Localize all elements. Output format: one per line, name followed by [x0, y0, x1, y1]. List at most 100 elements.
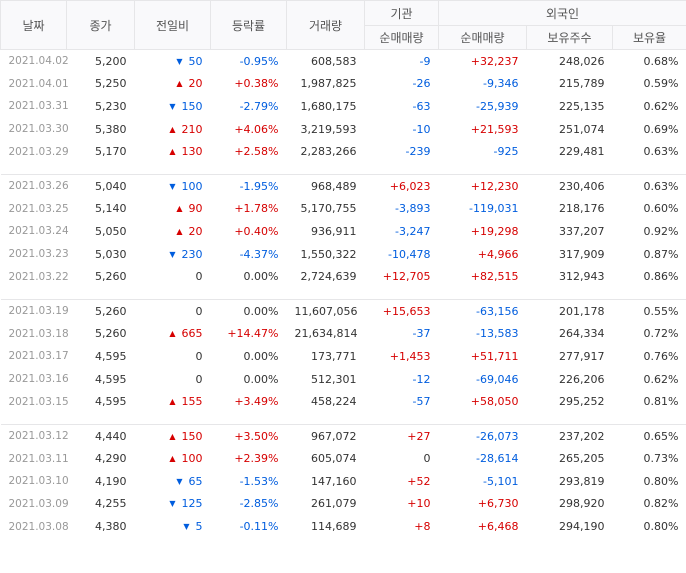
- volume-cell: 114,689: [311, 520, 357, 534]
- foreign-net-cell: +58,050: [470, 395, 519, 409]
- close-cell: 5,230: [95, 99, 127, 113]
- foreign-net-cell: -69,046: [476, 372, 519, 386]
- change-cell: 0: [134, 298, 211, 323]
- holdings-cell: 218,176: [559, 202, 605, 216]
- date-cell: 2021.03.31: [8, 100, 69, 113]
- holdings-cell: 337,207: [559, 224, 605, 238]
- date-cell: 2021.03.19: [0, 298, 69, 323]
- triangle-up-icon: ▲: [176, 226, 183, 236]
- change-cell: ▼ 5: [135, 515, 211, 538]
- inst-net-cell: +10: [407, 497, 431, 511]
- date-cell: 2021.03.10: [8, 475, 69, 488]
- volume-cell: 608,583: [311, 54, 357, 68]
- change-value: 155: [181, 395, 203, 409]
- rate-cell: -2.85%: [239, 497, 279, 511]
- volume-cell: 1,680,175: [300, 99, 357, 113]
- change-cell: ▼ 150: [135, 95, 211, 118]
- volume-cell: 512,301: [311, 372, 357, 386]
- rate-cell: 0.00%: [243, 270, 279, 284]
- date-cell: 2021.03.15: [8, 395, 69, 408]
- change-value: 0: [195, 372, 203, 386]
- rate-cell: +2.39%: [234, 452, 279, 466]
- triangle-up-icon: ▲: [169, 329, 176, 339]
- date-cell: 2021.03.24: [8, 225, 69, 238]
- table-row: 2021.03.17 4,595 0 0.00% 173,771 +1,453 +51,71…: [1, 345, 686, 368]
- inst-net-cell: -10: [412, 122, 431, 136]
- change-cell: 0: [135, 345, 211, 368]
- volume-cell: 3,219,593: [300, 122, 357, 136]
- close-cell: 4,380: [95, 520, 127, 534]
- triangle-down-icon: ▼: [169, 249, 176, 259]
- table-row: 2021.03.15 4,595 ▲ 155 +3.49% 458,224 -57 +58,0…: [1, 390, 686, 413]
- rate-cell: 0.00%: [243, 349, 279, 363]
- holdings-cell: 295,252: [559, 395, 605, 409]
- triangle-down-icon: ▼: [169, 499, 176, 509]
- change-value: 20: [188, 224, 203, 238]
- triangle-down-icon: ▼: [176, 56, 183, 66]
- holding-rate-cell: 0.62%: [643, 99, 679, 113]
- header-rate: 등락률: [210, 0, 287, 50]
- date-cell: 2021.03.25: [8, 202, 69, 215]
- change-cell: ▲ 130: [135, 140, 211, 163]
- foreign-net-cell: -5,101: [483, 474, 519, 488]
- holdings-cell: 225,135: [559, 99, 605, 113]
- close-cell: 5,170: [95, 145, 127, 159]
- table-row: 2021.03.09 4,255 ▼ 125 -2.85% 261,079 +10 +6,73…: [1, 493, 686, 516]
- header-holding-rate: 보유율: [612, 25, 686, 50]
- holdings-cell: 264,334: [559, 327, 605, 341]
- volume-cell: 2,283,266: [300, 145, 357, 159]
- change-cell: 0: [135, 265, 211, 288]
- triangle-down-icon: ▼: [183, 522, 190, 532]
- change-cell: 0: [135, 368, 211, 391]
- date-cell: 2021.03.16: [8, 373, 69, 386]
- change-cell: ▼ 125: [135, 493, 211, 516]
- header-change: 전일비: [134, 0, 211, 50]
- holdings-cell: 237,202: [526, 423, 613, 448]
- date-cell: 2021.03.26: [0, 173, 69, 198]
- holding-rate-cell: 0.82%: [643, 497, 679, 511]
- holding-rate-cell: 0.80%: [643, 474, 679, 488]
- table-row: 2021.03.22 5,260 0 0.00% 2,724,639 +12,705 +82…: [1, 265, 686, 288]
- holdings-cell: 251,074: [559, 122, 605, 136]
- triangle-up-icon: ▲: [169, 431, 176, 441]
- rate-cell: -1.53%: [239, 474, 279, 488]
- table-row: 2021.03.18 5,260 ▲ 665 +14.47% 21,634,814 -37 -…: [1, 323, 686, 346]
- close-cell: 4,440: [66, 423, 135, 448]
- close-cell: 5,380: [95, 122, 127, 136]
- close-cell: 5,040: [66, 173, 135, 198]
- date-cell: 2021.03.11: [8, 452, 69, 465]
- close-cell: 5,260: [95, 327, 127, 341]
- change-value: 230: [181, 247, 203, 261]
- change-value: 100: [181, 179, 203, 193]
- holding-rate-cell: 0.55%: [612, 298, 686, 323]
- rate-cell: -0.95%: [239, 54, 279, 68]
- stock-daily-table: 날짜 종가 전일비 등락률 거래량 기관 외국인 순매매량 순매매량 보유주수 …: [0, 0, 686, 538]
- holdings-cell: 312,943: [559, 270, 605, 284]
- inst-net-cell: +6,023: [364, 173, 439, 198]
- rate-cell: +3.50%: [210, 423, 287, 448]
- foreign-net-cell: +51,711: [470, 349, 519, 363]
- date-cell: 2021.03.29: [8, 145, 69, 158]
- table-row: 2021.04.02 5,200 ▼ 50 -0.95% 608,583 -9 +32,237…: [1, 50, 686, 73]
- inst-net-cell: -26: [412, 77, 431, 91]
- foreign-net-cell: +82,515: [470, 270, 519, 284]
- holdings-cell: 226,206: [559, 372, 605, 386]
- holding-rate-cell: 0.63%: [612, 173, 686, 198]
- triangle-down-icon: ▼: [176, 476, 183, 486]
- foreign-net-cell: +6,730: [477, 497, 519, 511]
- change-value: 100: [181, 452, 203, 466]
- change-value: 125: [181, 497, 203, 511]
- date-cell: 2021.04.02: [8, 55, 69, 68]
- close-cell: 4,255: [95, 497, 127, 511]
- date-cell: 2021.03.18: [8, 327, 69, 340]
- inst-net-cell: 0: [423, 452, 431, 466]
- date-cell: 2021.03.08: [8, 520, 69, 533]
- table-row: 2021.03.30 5,380 ▲ 210 +4.06% 3,219,593 -10 +21…: [1, 118, 686, 141]
- holdings-cell: 201,178: [526, 298, 613, 323]
- change-value: 50: [188, 54, 203, 68]
- close-cell: 5,250: [95, 77, 127, 91]
- date-cell: 2021.04.01: [8, 77, 69, 90]
- triangle-up-icon: ▲: [176, 79, 183, 89]
- volume-cell: 458,224: [311, 395, 357, 409]
- inst-net-cell: +1,453: [389, 349, 431, 363]
